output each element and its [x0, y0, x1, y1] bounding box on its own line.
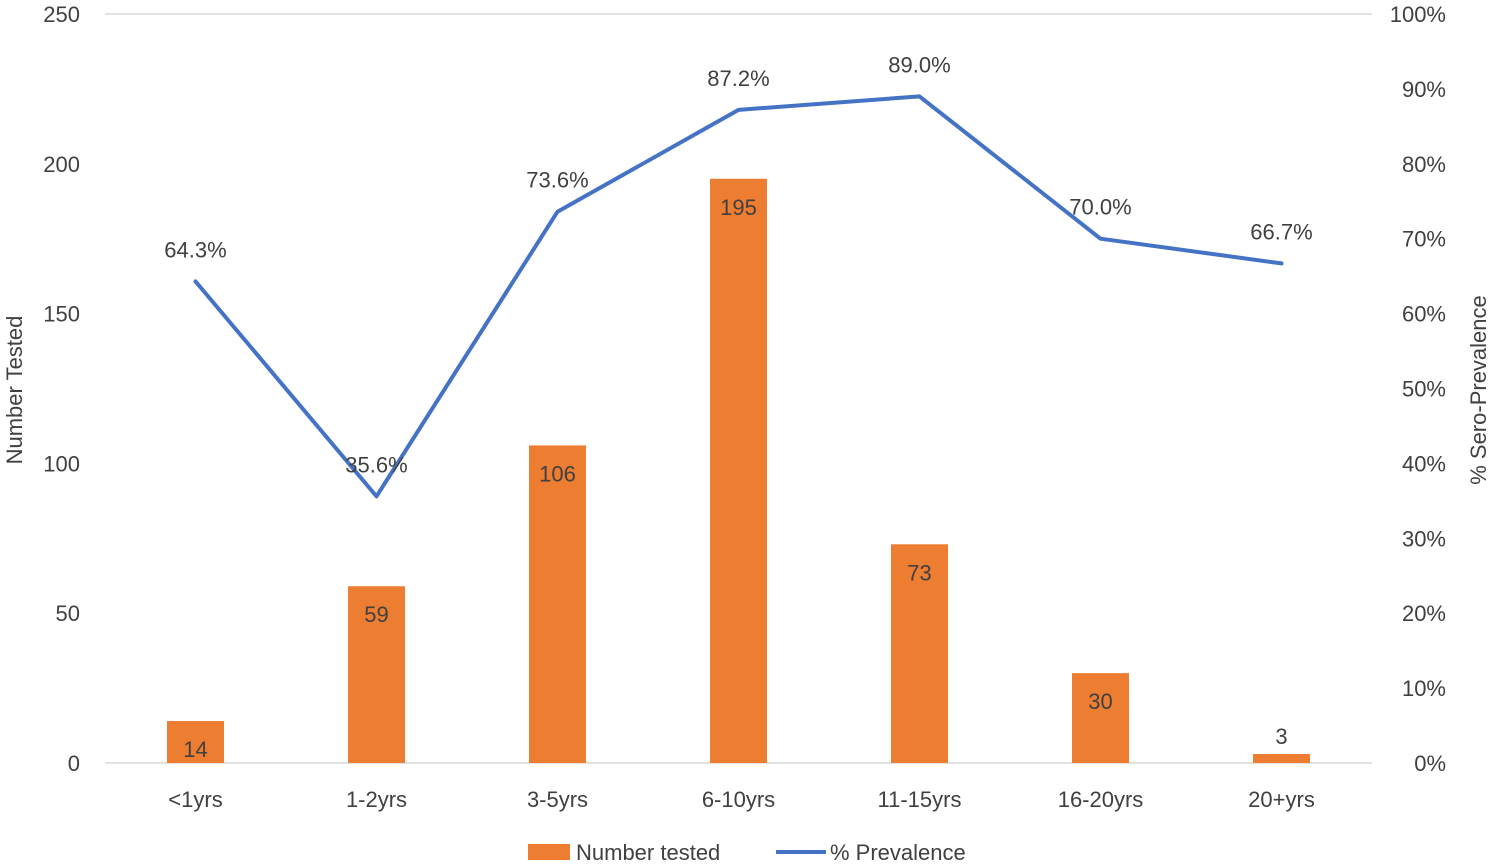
legend-label-prevalence: % Prevalence — [830, 840, 966, 865]
right-tick-label: 60% — [1402, 302, 1446, 327]
legend-swatch-number-tested — [528, 844, 570, 860]
right-tick-label: 90% — [1402, 77, 1446, 102]
left-tick-label: 200 — [43, 152, 80, 177]
bar-data-label: 195 — [720, 195, 757, 220]
bar — [529, 445, 586, 763]
right-tick-label: 20% — [1402, 601, 1446, 626]
line-point — [1280, 261, 1283, 265]
bar — [710, 178, 767, 763]
x-tick-label: 3-5yrs — [527, 787, 588, 812]
x-tick-label: 6-10yrs — [702, 787, 775, 812]
left-tick-label: 0 — [68, 751, 80, 776]
line-series-prevalence — [193, 94, 1284, 499]
right-axis-ticks: 0% 10% 20% 30% 40% 50% 60% 70% 80% 90% 100% — [1390, 2, 1446, 776]
bar-data-label: 73 — [907, 560, 931, 585]
bar-data-label: 106 — [539, 461, 576, 486]
right-axis-title: % Sero-Prevalence — [1466, 295, 1491, 485]
bar — [891, 544, 948, 763]
line-data-labels: 64.3% 35.6% 73.6% 87.2% 89.0% 70.0% 66.7% — [164, 52, 1312, 477]
right-tick-label: 50% — [1402, 377, 1446, 402]
left-tick-label: 150 — [43, 302, 80, 327]
line-point — [1099, 237, 1102, 241]
bar — [167, 721, 224, 763]
x-axis-ticks: <1yrs 1-2yrs 3-5yrs 6-10yrs 11-15yrs 16-20yrs… — [168, 787, 1315, 812]
legend: Number tested % Prevalence — [528, 840, 966, 865]
x-tick-label: <1yrs — [168, 787, 222, 812]
line-data-label: 89.0% — [888, 52, 950, 77]
x-tick-label: 20+yrs — [1248, 787, 1315, 812]
x-tick-label: 1-2yrs — [346, 787, 407, 812]
bar-data-label: 30 — [1088, 689, 1112, 714]
line-data-label: 73.6% — [526, 168, 588, 193]
bar-data-label: 59 — [364, 602, 388, 627]
line-data-label: 35.6% — [345, 452, 407, 477]
bar-series-number-tested — [167, 178, 1310, 763]
right-tick-label: 70% — [1402, 227, 1446, 252]
bar — [1253, 754, 1310, 763]
right-tick-label: 80% — [1402, 152, 1446, 177]
left-tick-label: 50 — [56, 601, 80, 626]
bar — [1072, 673, 1129, 763]
left-tick-label: 100 — [43, 451, 80, 476]
bar-data-label: 14 — [183, 737, 207, 762]
bar-data-label: 3 — [1275, 724, 1287, 749]
line-point — [194, 279, 197, 283]
right-tick-label: 10% — [1402, 676, 1446, 701]
line-point — [375, 494, 378, 498]
legend-label-number-tested: Number tested — [576, 840, 720, 865]
line-point — [556, 210, 559, 214]
line-data-label: 66.7% — [1250, 219, 1312, 244]
bar-data-labels: 14 59 106 195 73 30 3 — [183, 195, 1287, 762]
line-data-label: 87.2% — [707, 66, 769, 91]
left-axis-title: Number Tested — [2, 316, 27, 465]
line-point — [918, 94, 921, 98]
line-data-label: 64.3% — [164, 237, 226, 262]
x-tick-label: 11-15yrs — [878, 787, 962, 812]
right-tick-label: 0% — [1414, 751, 1446, 776]
right-tick-label: 40% — [1402, 451, 1446, 476]
left-axis-ticks: 0 50 100 150 200 250 — [43, 2, 80, 776]
bar — [348, 586, 405, 763]
x-tick-label: 16-20yrs — [1058, 787, 1144, 812]
line-point — [737, 108, 740, 112]
right-tick-label: 100% — [1390, 2, 1446, 27]
line-data-label: 70.0% — [1069, 195, 1131, 220]
left-tick-label: 250 — [43, 2, 80, 27]
right-tick-label: 30% — [1402, 526, 1446, 551]
